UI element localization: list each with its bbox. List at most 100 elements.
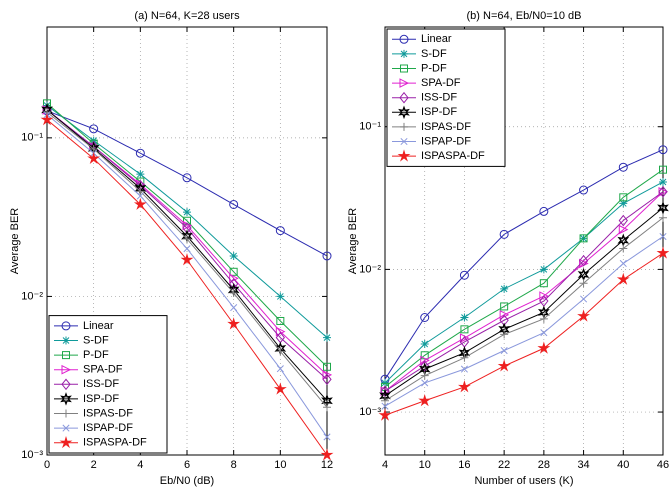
legend-marker — [59, 435, 73, 449]
x-tick-label: 34 — [577, 459, 589, 471]
marker — [420, 371, 429, 380]
x-tick-label: 12 — [321, 459, 333, 471]
marker — [323, 333, 331, 342]
marker — [418, 394, 432, 407]
y-tick-label: 10⁻² — [359, 263, 381, 275]
legend-label: ISPAP-DF — [83, 422, 133, 434]
marker — [323, 362, 331, 371]
y-axis-label: Average BER — [347, 208, 359, 275]
marker — [659, 213, 667, 222]
marker — [619, 244, 628, 253]
marker — [276, 316, 285, 325]
legend-label: ISS-DF — [421, 92, 457, 104]
marker — [458, 380, 471, 393]
x-tick-label: 0 — [44, 459, 50, 471]
legend-label: ISS-DF — [83, 378, 119, 390]
marker — [381, 396, 389, 405]
marker — [618, 162, 628, 172]
marker — [275, 226, 285, 236]
marker — [539, 291, 549, 301]
legend-label: ISPAS-DF — [421, 121, 471, 133]
x-tick-label: 40 — [617, 459, 629, 471]
y-tick-label: 10⁻² — [21, 290, 43, 302]
marker — [323, 433, 331, 441]
legend-marker — [399, 78, 410, 88]
marker — [500, 330, 509, 339]
legend-marker — [400, 122, 408, 131]
legend-marker — [62, 336, 70, 345]
marker — [658, 145, 668, 155]
marker — [230, 304, 238, 312]
series-line — [46, 110, 328, 257]
marker — [229, 267, 238, 276]
legend-marker — [398, 105, 410, 120]
legend-marker — [61, 321, 71, 331]
legend-label: ISP-DF — [83, 393, 119, 405]
legend-label: Linear — [83, 320, 114, 332]
marker — [619, 259, 627, 268]
legend-marker — [60, 392, 72, 406]
marker — [136, 192, 144, 200]
legend-marker — [62, 409, 70, 418]
legend-marker — [61, 378, 71, 391]
legend-label: S-DF — [421, 48, 447, 60]
marker — [320, 448, 334, 461]
marker — [276, 292, 285, 301]
y-axis-label: Average BER — [9, 208, 21, 275]
marker — [580, 295, 588, 303]
legend-marker — [62, 424, 70, 432]
series-line — [46, 105, 328, 338]
marker — [380, 385, 390, 398]
marker — [183, 245, 191, 253]
x-tick-label: 28 — [538, 459, 550, 471]
marker — [421, 379, 429, 387]
marker — [618, 224, 629, 235]
marker — [656, 246, 669, 259]
marker — [499, 310, 510, 320]
marker — [322, 373, 332, 386]
legend-marker — [399, 34, 409, 44]
x-tick-label: 2 — [91, 459, 97, 471]
marker — [619, 199, 628, 208]
marker — [229, 251, 238, 260]
legend-label: S-DF — [83, 334, 109, 346]
series-line — [384, 217, 664, 402]
marker — [87, 151, 101, 165]
marker — [460, 353, 469, 362]
marker — [183, 216, 191, 225]
marker — [540, 329, 548, 337]
marker — [323, 403, 331, 412]
marker — [500, 346, 508, 355]
marker — [40, 113, 54, 126]
x-tick-label: 6 — [184, 459, 190, 471]
series-line — [384, 181, 664, 384]
x-tick-label: 4 — [382, 459, 388, 471]
marker — [539, 314, 548, 323]
marker — [460, 313, 469, 322]
legend-label: P-DF — [83, 349, 109, 361]
marker — [499, 229, 509, 239]
x-tick-label: 8 — [231, 459, 237, 471]
x-axis-label: Eb/N0 (dB) — [160, 475, 214, 487]
x-tick-label: 22 — [498, 459, 510, 471]
marker — [658, 185, 668, 198]
marker — [420, 360, 430, 372]
y-tick-label: 10⁻³ — [359, 406, 381, 418]
marker — [460, 325, 469, 334]
marker — [180, 253, 194, 266]
series-line — [384, 169, 664, 388]
marker — [322, 370, 333, 380]
marker — [227, 317, 241, 330]
marker — [619, 193, 628, 202]
x-tick-label: 46 — [657, 459, 669, 471]
x-tick-label: 10 — [274, 459, 286, 471]
marker — [275, 326, 286, 337]
x-tick-label: 16 — [458, 459, 470, 471]
legend-marker — [400, 64, 408, 73]
marker — [136, 170, 145, 179]
marker — [273, 382, 287, 395]
y-tick-label: 10⁻¹ — [21, 132, 43, 144]
marker — [539, 279, 548, 288]
series-line — [384, 207, 664, 397]
